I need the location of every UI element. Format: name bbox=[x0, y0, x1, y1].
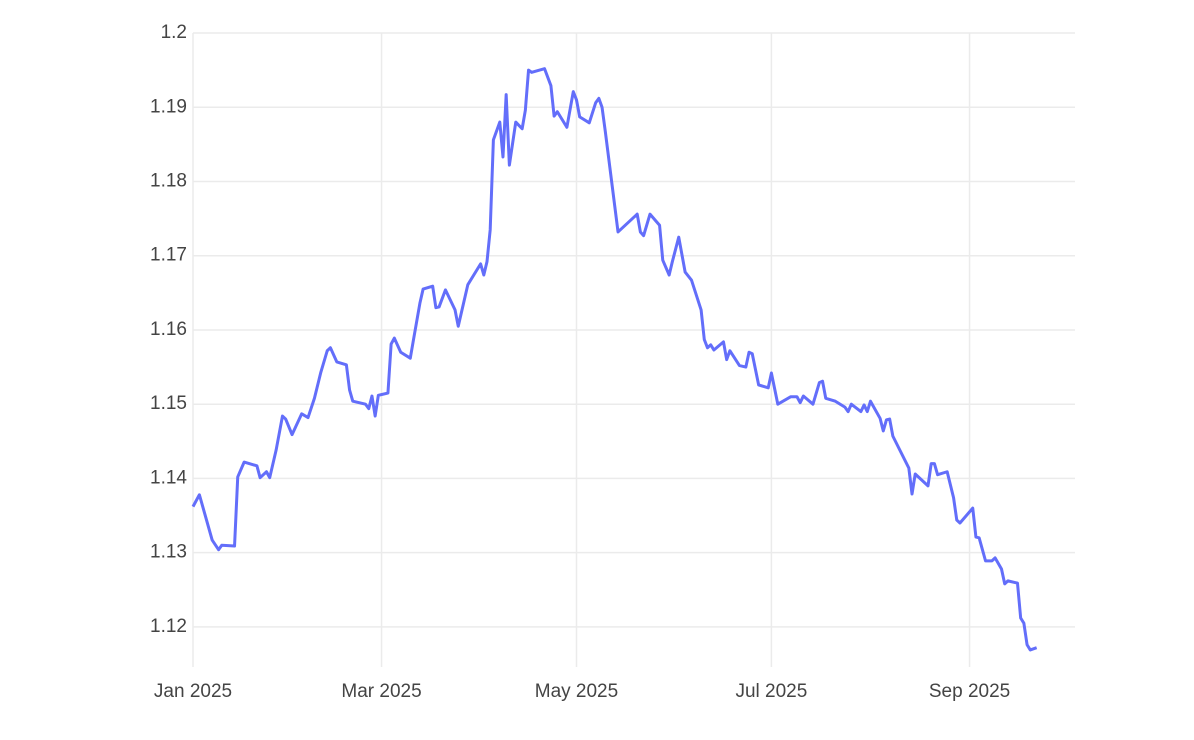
y-tick-label: 1.17 bbox=[150, 245, 187, 266]
x-tick-label: Jul 2025 bbox=[735, 681, 807, 702]
x-tick-label: May 2025 bbox=[535, 681, 618, 702]
grid bbox=[192, 32, 1075, 667]
y-tick-label: 1.18 bbox=[150, 170, 187, 191]
x-tick-label: Sep 2025 bbox=[929, 681, 1010, 702]
y-tick-label: 1.15 bbox=[150, 393, 187, 414]
y-tick-label: 1.14 bbox=[150, 467, 187, 488]
y-tick-label: 1.13 bbox=[150, 542, 187, 563]
x-tick-label: Jan 2025 bbox=[154, 681, 232, 702]
y-tick-label: 1.2 bbox=[161, 22, 187, 43]
y-tick-label: 1.16 bbox=[150, 319, 187, 340]
data-line bbox=[191, 67, 1038, 652]
x-tick-label: Mar 2025 bbox=[341, 681, 421, 702]
y-tick-label: 1.12 bbox=[150, 616, 187, 637]
y-tick-label: 1.19 bbox=[150, 96, 187, 117]
